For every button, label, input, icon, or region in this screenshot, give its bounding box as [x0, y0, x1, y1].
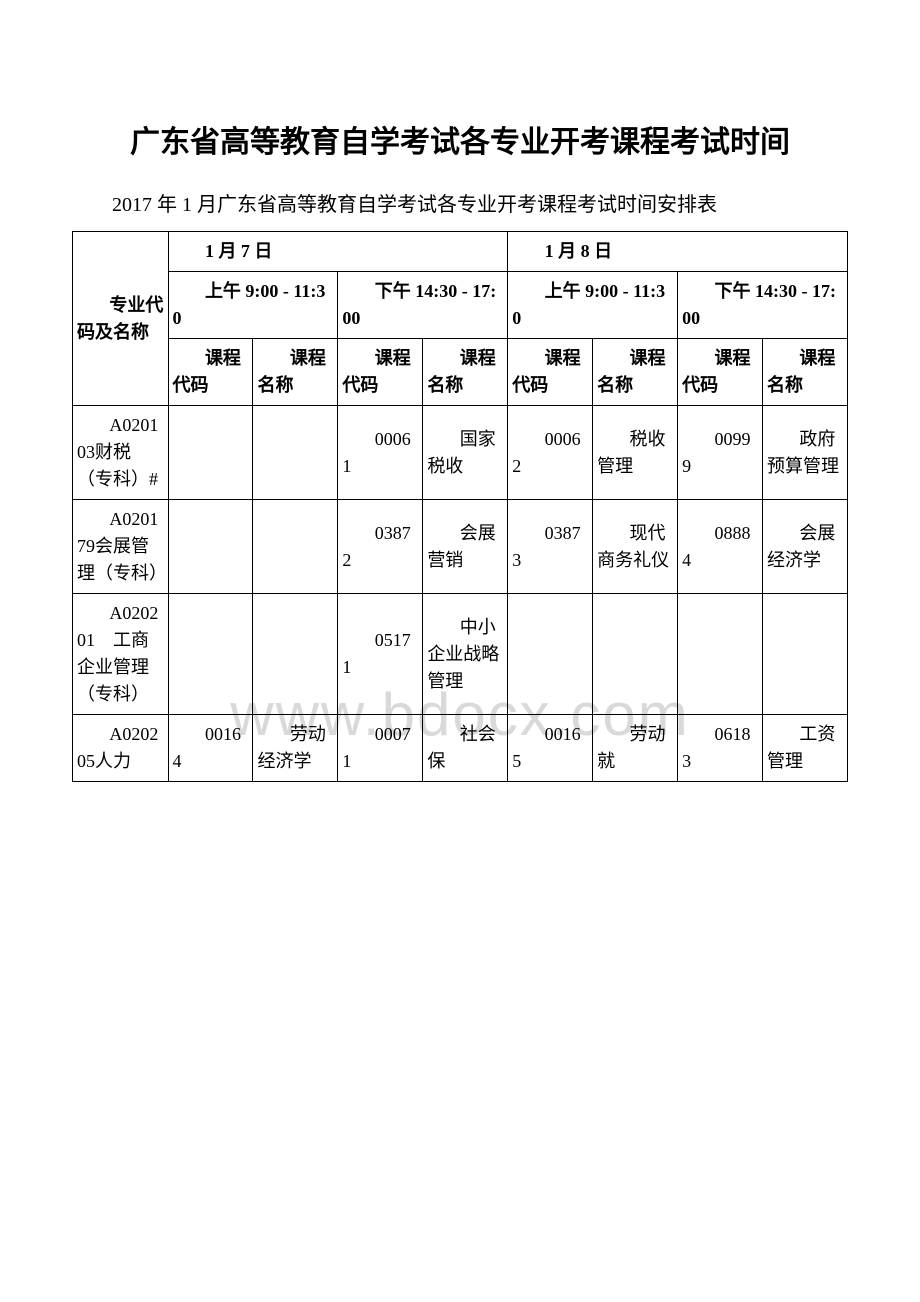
code-cell: 00165 [508, 715, 593, 782]
major-cell: A020201 工商企业管理（专科） [73, 594, 169, 715]
header-day1-pm: 下午 14:30 - 17:00 [338, 272, 508, 339]
header-day1: 1 月 7 日 [168, 232, 508, 272]
name-cell: 现代商务礼仪 [593, 500, 678, 594]
header-code: 课程代码 [168, 339, 253, 406]
code-cell: 03873 [508, 500, 593, 594]
major-cell: A020205人力 [73, 715, 169, 782]
header-major: 专业代码及名称 [73, 232, 169, 406]
header-day2-am: 上午 9:00 - 11:30 [508, 272, 678, 339]
name-cell [763, 594, 848, 715]
header-day1-am: 上午 9:00 - 11:30 [168, 272, 338, 339]
code-cell [168, 500, 253, 594]
name-cell [253, 406, 338, 500]
name-cell: 工资管理 [763, 715, 848, 782]
name-cell [253, 500, 338, 594]
code-cell: 00062 [508, 406, 593, 500]
code-cell: 00164 [168, 715, 253, 782]
header-code: 课程代码 [678, 339, 763, 406]
code-cell [508, 594, 593, 715]
header-name: 课程名称 [253, 339, 338, 406]
code-cell: 06183 [678, 715, 763, 782]
code-cell: 03872 [338, 500, 423, 594]
name-cell [593, 594, 678, 715]
name-cell: 社会保 [423, 715, 508, 782]
name-cell [253, 594, 338, 715]
code-cell [168, 406, 253, 500]
code-cell: 00071 [338, 715, 423, 782]
code-cell: 00999 [678, 406, 763, 500]
name-cell: 国家税收 [423, 406, 508, 500]
table-row: A020205人力00164劳动经济学00071社会保00165劳动就06183… [73, 715, 848, 782]
name-cell: 劳动就 [593, 715, 678, 782]
code-cell [168, 594, 253, 715]
major-cell: A020103财税（专科）# [73, 406, 169, 500]
name-cell: 税收管理 [593, 406, 678, 500]
header-day2-pm: 下午 14:30 - 17:00 [678, 272, 848, 339]
table-row: A020179会展管理（专科） 03872会展营销03873现代商务礼仪08884… [73, 500, 848, 594]
header-name: 课程名称 [763, 339, 848, 406]
name-cell: 劳动经济学 [253, 715, 338, 782]
page-title: 广东省高等教育自学考试各专业开考课程考试时间 [72, 120, 848, 165]
table-row: A020103财税（专科）# 00061国家税收00062税收管理00999政府预… [73, 406, 848, 500]
page-subtitle: 2017 年 1 月广东省高等教育自学考试各专业开考课程考试时间安排表 [72, 189, 848, 221]
header-day2: 1 月 8 日 [508, 232, 848, 272]
name-cell: 会展营销 [423, 500, 508, 594]
name-cell: 会展经济学 [763, 500, 848, 594]
header-code: 课程代码 [508, 339, 593, 406]
code-cell: 05171 [338, 594, 423, 715]
table-row: A020201 工商企业管理（专科） 05171中小企业战略管理 [73, 594, 848, 715]
major-cell: A020179会展管理（专科） [73, 500, 169, 594]
schedule-table: 专业代码及名称 1 月 7 日 1 月 8 日 上午 9:00 - 11:30 … [72, 231, 848, 782]
code-cell: 08884 [678, 500, 763, 594]
name-cell: 政府预算管理 [763, 406, 848, 500]
header-name: 课程名称 [423, 339, 508, 406]
code-cell: 00061 [338, 406, 423, 500]
header-code: 课程代码 [338, 339, 423, 406]
code-cell [678, 594, 763, 715]
name-cell: 中小企业战略管理 [423, 594, 508, 715]
header-name: 课程名称 [593, 339, 678, 406]
